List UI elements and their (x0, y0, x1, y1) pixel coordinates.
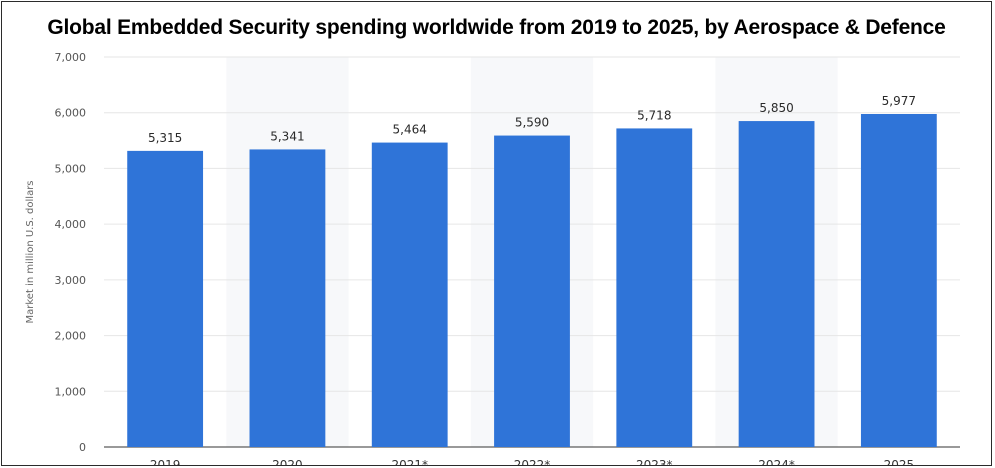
data-label-2025: 5,977 (882, 94, 916, 108)
bar-2025 (860, 113, 937, 447)
x-tick-label-2023*: 2023* (636, 458, 673, 466)
data-label-2022*: 5,590 (515, 116, 549, 130)
y-axis-label: Market in million U.S. dollars (25, 180, 36, 323)
x-tick-label-2021*: 2021* (391, 458, 428, 466)
y-tick-label-3,000: 3,000 (55, 274, 87, 287)
x-tick-label-2020: 2020 (272, 458, 303, 466)
data-label-2020: 5,341 (270, 129, 304, 143)
y-tick-label-4,000: 4,000 (55, 218, 87, 231)
x-axis-ticks: 2019 2020 2021* 2022* 2023* 2024* 2025 (150, 458, 915, 466)
chart-title: Global Embedded Security spending worldw… (47, 16, 946, 39)
bars (127, 113, 937, 448)
bar-2019 (127, 150, 204, 447)
data-label-2021*: 5,464 (393, 123, 427, 137)
y-tick-label-6,000: 6,000 (55, 107, 87, 120)
bar-2024* (738, 121, 815, 448)
bar-2022* (494, 135, 570, 448)
y-tick-label-7,000: 7,000 (55, 51, 87, 64)
x-tick-label-2022*: 2022* (514, 458, 551, 466)
data-labels: 5,315 5,341 5,464 5,590 5,718 5,850 5,977 (148, 94, 916, 145)
y-axis-ticks: 0 1,000 2,000 3,000 4,000 5,000 6,000 7,000 (55, 51, 87, 454)
data-label-2024*: 5,850 (759, 101, 793, 115)
bar-2023* (616, 128, 693, 447)
data-label-2019: 5,315 (148, 131, 182, 145)
x-tick-label-2019: 2019 (150, 458, 181, 466)
bar-2021* (371, 142, 448, 447)
y-tick-label-1,000: 1,000 (55, 385, 87, 398)
x-tick-label-2025: 2025 (884, 458, 915, 466)
y-tick-label-2,000: 2,000 (55, 330, 87, 343)
data-label-2023*: 5,718 (637, 108, 671, 122)
bar-2020 (249, 149, 326, 447)
y-tick-label-0: 0 (79, 441, 86, 454)
y-tick-label-5,000: 5,000 (55, 162, 87, 175)
x-tick-label-2024*: 2024* (758, 458, 795, 466)
